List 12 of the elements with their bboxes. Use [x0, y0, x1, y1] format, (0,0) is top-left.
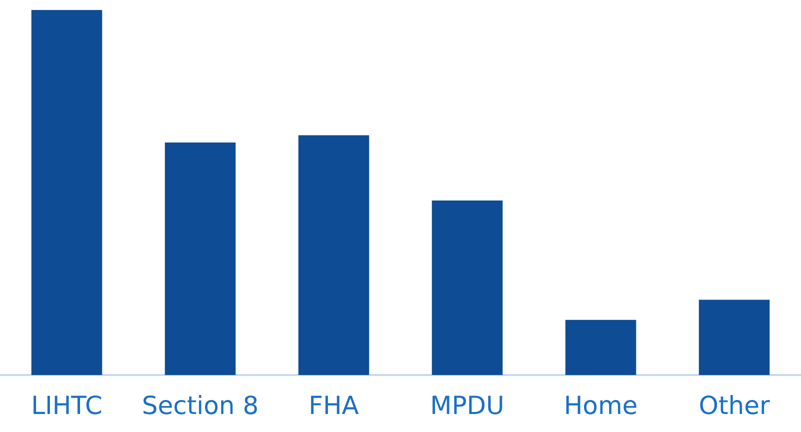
bar	[565, 320, 636, 375]
x-tick-label: Other	[698, 391, 770, 420]
x-tick-label: FHA	[308, 391, 359, 420]
bar	[31, 10, 102, 375]
x-tick-label: Home	[564, 391, 638, 420]
x-tick-label: LIHTC	[31, 391, 102, 420]
bar	[432, 200, 503, 375]
x-tick-label: Section 8	[142, 391, 259, 420]
bar	[298, 135, 370, 375]
bar	[164, 142, 236, 375]
x-tick-label: MPDU	[430, 391, 504, 420]
bar	[698, 300, 770, 375]
